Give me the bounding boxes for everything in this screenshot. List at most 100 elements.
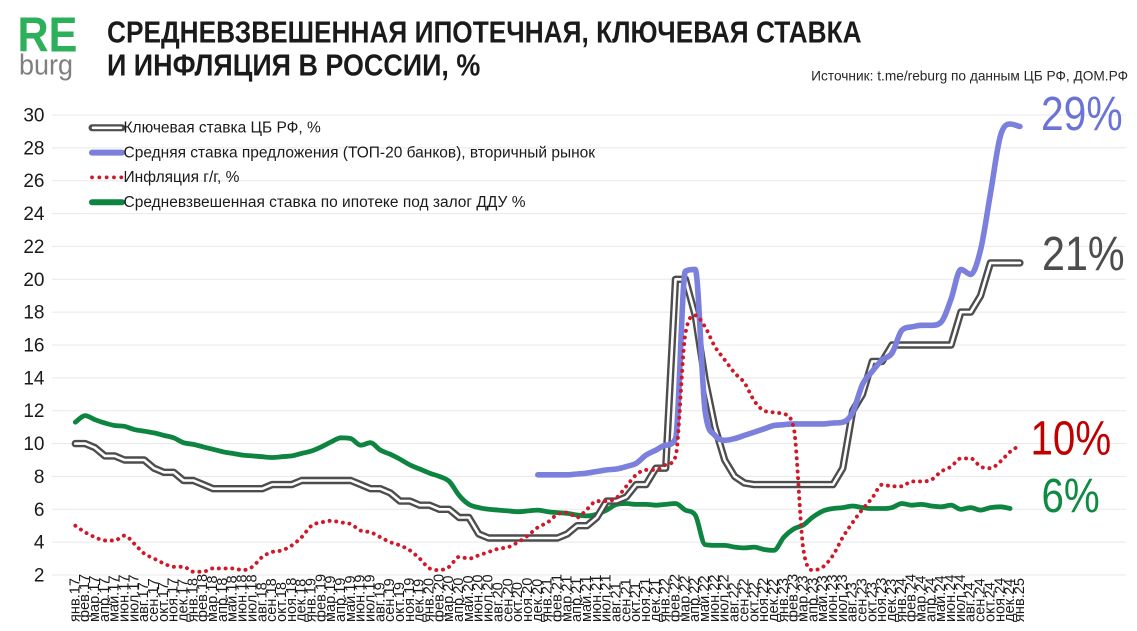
svg-text:фев.23: фев.23 (786, 574, 802, 622)
svg-text:дек.19: дек.19 (412, 579, 428, 622)
svg-text:окт.24: окт.24 (982, 582, 998, 622)
svg-text:авг.20: авг.20 (490, 582, 506, 622)
svg-text:фев.17: фев.17 (77, 574, 93, 622)
svg-text:дек.18: дек.18 (294, 579, 310, 622)
svg-text:фев.24: фев.24 (904, 574, 920, 622)
svg-text:окт.18: окт.18 (274, 582, 290, 622)
svg-text:мар.21: мар.21 (559, 575, 575, 622)
svg-text:30: 30 (23, 106, 44, 127)
svg-text:дек.20: дек.20 (530, 579, 546, 622)
svg-text:сен.18: сен.18 (264, 578, 280, 622)
svg-text:29%: 29% (1041, 88, 1123, 141)
svg-text:май.24: май.24 (933, 575, 949, 622)
svg-text:мар.24: мар.24 (914, 575, 930, 622)
svg-text:18: 18 (23, 303, 44, 324)
svg-text:мар.22: мар.22 (677, 575, 693, 622)
svg-text:янв.23: янв.23 (776, 578, 792, 622)
svg-text:авг.21: авг.21 (609, 582, 625, 622)
svg-text:22: 22 (23, 237, 44, 258)
svg-text:янв.18: янв.18 (185, 578, 201, 622)
svg-text:янв.20: янв.20 (422, 578, 438, 622)
svg-text:окт.19: окт.19 (392, 582, 408, 622)
svg-text:сен.23: сен.23 (855, 578, 871, 622)
svg-text:14: 14 (23, 368, 45, 389)
svg-text:май.21: май.21 (579, 575, 595, 622)
svg-text:сен.22: сен.22 (736, 578, 752, 622)
svg-text:янв.22: янв.22 (658, 578, 674, 622)
svg-text:апр.17: апр.17 (97, 578, 113, 622)
svg-text:янв.25: янв.25 (1012, 578, 1028, 622)
svg-text:июл.22: июл.22 (717, 574, 733, 622)
svg-text:26: 26 (23, 171, 44, 192)
svg-text:окт.21: окт.21 (628, 582, 644, 622)
svg-text:RE: RE (18, 7, 78, 62)
svg-text:июн.18: июн.18 (235, 575, 251, 622)
svg-text:сен.19: сен.19 (382, 578, 398, 622)
svg-text:окт.23: окт.23 (864, 582, 880, 622)
svg-text:10: 10 (23, 434, 44, 455)
svg-text:окт.17: окт.17 (156, 582, 172, 622)
svg-text:авг.17: авг.17 (136, 582, 152, 622)
svg-text:ноя.22: ноя.22 (756, 578, 772, 622)
svg-text:май.18: май.18 (225, 575, 241, 622)
svg-text:мар.20: мар.20 (441, 575, 457, 622)
svg-text:ноя.20: ноя.20 (520, 578, 536, 622)
svg-text:апр.24: апр.24 (923, 578, 939, 622)
svg-text:фев.18: фев.18 (195, 574, 211, 622)
svg-text:июл.17: июл.17 (126, 574, 142, 622)
svg-text:фев.22: фев.22 (668, 574, 684, 622)
svg-text:авг.24: авг.24 (963, 582, 979, 622)
svg-text:ноя.19: ноя.19 (402, 578, 418, 622)
svg-text:апр.20: апр.20 (451, 578, 467, 622)
svg-text:июл.18: июл.18 (244, 574, 260, 622)
svg-text:июн.24: июн.24 (943, 575, 959, 622)
svg-text:окт.22: окт.22 (746, 582, 762, 622)
svg-text:6%: 6% (1042, 470, 1100, 523)
svg-text:янв.19: янв.19 (304, 578, 320, 622)
svg-text:21%: 21% (1042, 227, 1125, 281)
svg-text:апр.23: апр.23 (805, 578, 821, 622)
svg-text:авг.18: авг.18 (254, 582, 270, 622)
svg-text:ноя.21: ноя.21 (638, 578, 654, 622)
svg-text:ноя.17: ноя.17 (166, 578, 182, 622)
svg-text:июл.23: июл.23 (835, 574, 851, 622)
svg-text:дек.23: дек.23 (884, 579, 900, 622)
svg-text:июл.19: июл.19 (363, 574, 379, 622)
svg-text:янв.17: янв.17 (67, 578, 83, 622)
svg-text:июл.21: июл.21 (599, 574, 615, 622)
svg-text:Средневзвешенная ставка по ипо: Средневзвешенная ставка по ипотеке под з… (124, 194, 526, 211)
svg-text:8: 8 (34, 467, 45, 488)
svg-text:апр.19: апр.19 (333, 578, 349, 622)
svg-text:июн.22: июн.22 (707, 575, 723, 622)
svg-text:Средняя ставка предложения (ТО: Средняя ставка предложения (ТОП-20 банко… (124, 144, 596, 161)
svg-text:20: 20 (23, 270, 44, 291)
svg-text:мар.17: мар.17 (87, 575, 103, 622)
svg-text:апр.21: апр.21 (569, 578, 585, 622)
svg-text:фев.20: фев.20 (431, 574, 447, 622)
svg-text:Источник: t.me/reburg по данны: Источник: t.me/reburg по данным ЦБ РФ, Д… (811, 69, 1128, 84)
svg-text:СРЕДНЕВЗВЕШЕННАЯ ИПОТЕЧНАЯ, КЛ: СРЕДНЕВЗВЕШЕННАЯ ИПОТЕЧНАЯ, КЛЮЧЕВАЯ СТА… (107, 16, 862, 51)
svg-text:апр.22: апр.22 (687, 578, 703, 622)
svg-text:апр.18: апр.18 (215, 578, 231, 622)
svg-text:2: 2 (34, 566, 45, 587)
svg-text:ноя.24: ноя.24 (992, 578, 1008, 622)
svg-text:Инфляция г/г, %: Инфляция г/г, % (124, 169, 240, 186)
svg-text:июн.23: июн.23 (825, 575, 841, 622)
svg-text:дек.24: дек.24 (1002, 579, 1018, 622)
svg-text:ноя.23: ноя.23 (874, 578, 890, 622)
svg-text:авг.22: авг.22 (727, 582, 743, 622)
svg-text:июн.19: июн.19 (353, 575, 369, 622)
svg-text:burg: burg (19, 49, 73, 81)
svg-text:28: 28 (23, 138, 44, 159)
svg-text:мар.23: мар.23 (796, 575, 812, 622)
svg-text:июн.20: июн.20 (471, 575, 487, 622)
svg-text:окт.20: окт.20 (510, 582, 526, 622)
svg-text:6: 6 (34, 500, 45, 521)
svg-text:май.19: май.19 (343, 575, 359, 622)
svg-text:ноя.18: ноя.18 (284, 578, 300, 622)
svg-text:16: 16 (23, 336, 44, 357)
svg-text:И ИНФЛЯЦИЯ В РОССИИ, %: И ИНФЛЯЦИЯ В РОССИИ, % (107, 49, 480, 83)
svg-text:мар.19: мар.19 (323, 575, 339, 622)
svg-text:янв.24: янв.24 (894, 578, 910, 622)
svg-text:авг.19: авг.19 (372, 582, 388, 622)
